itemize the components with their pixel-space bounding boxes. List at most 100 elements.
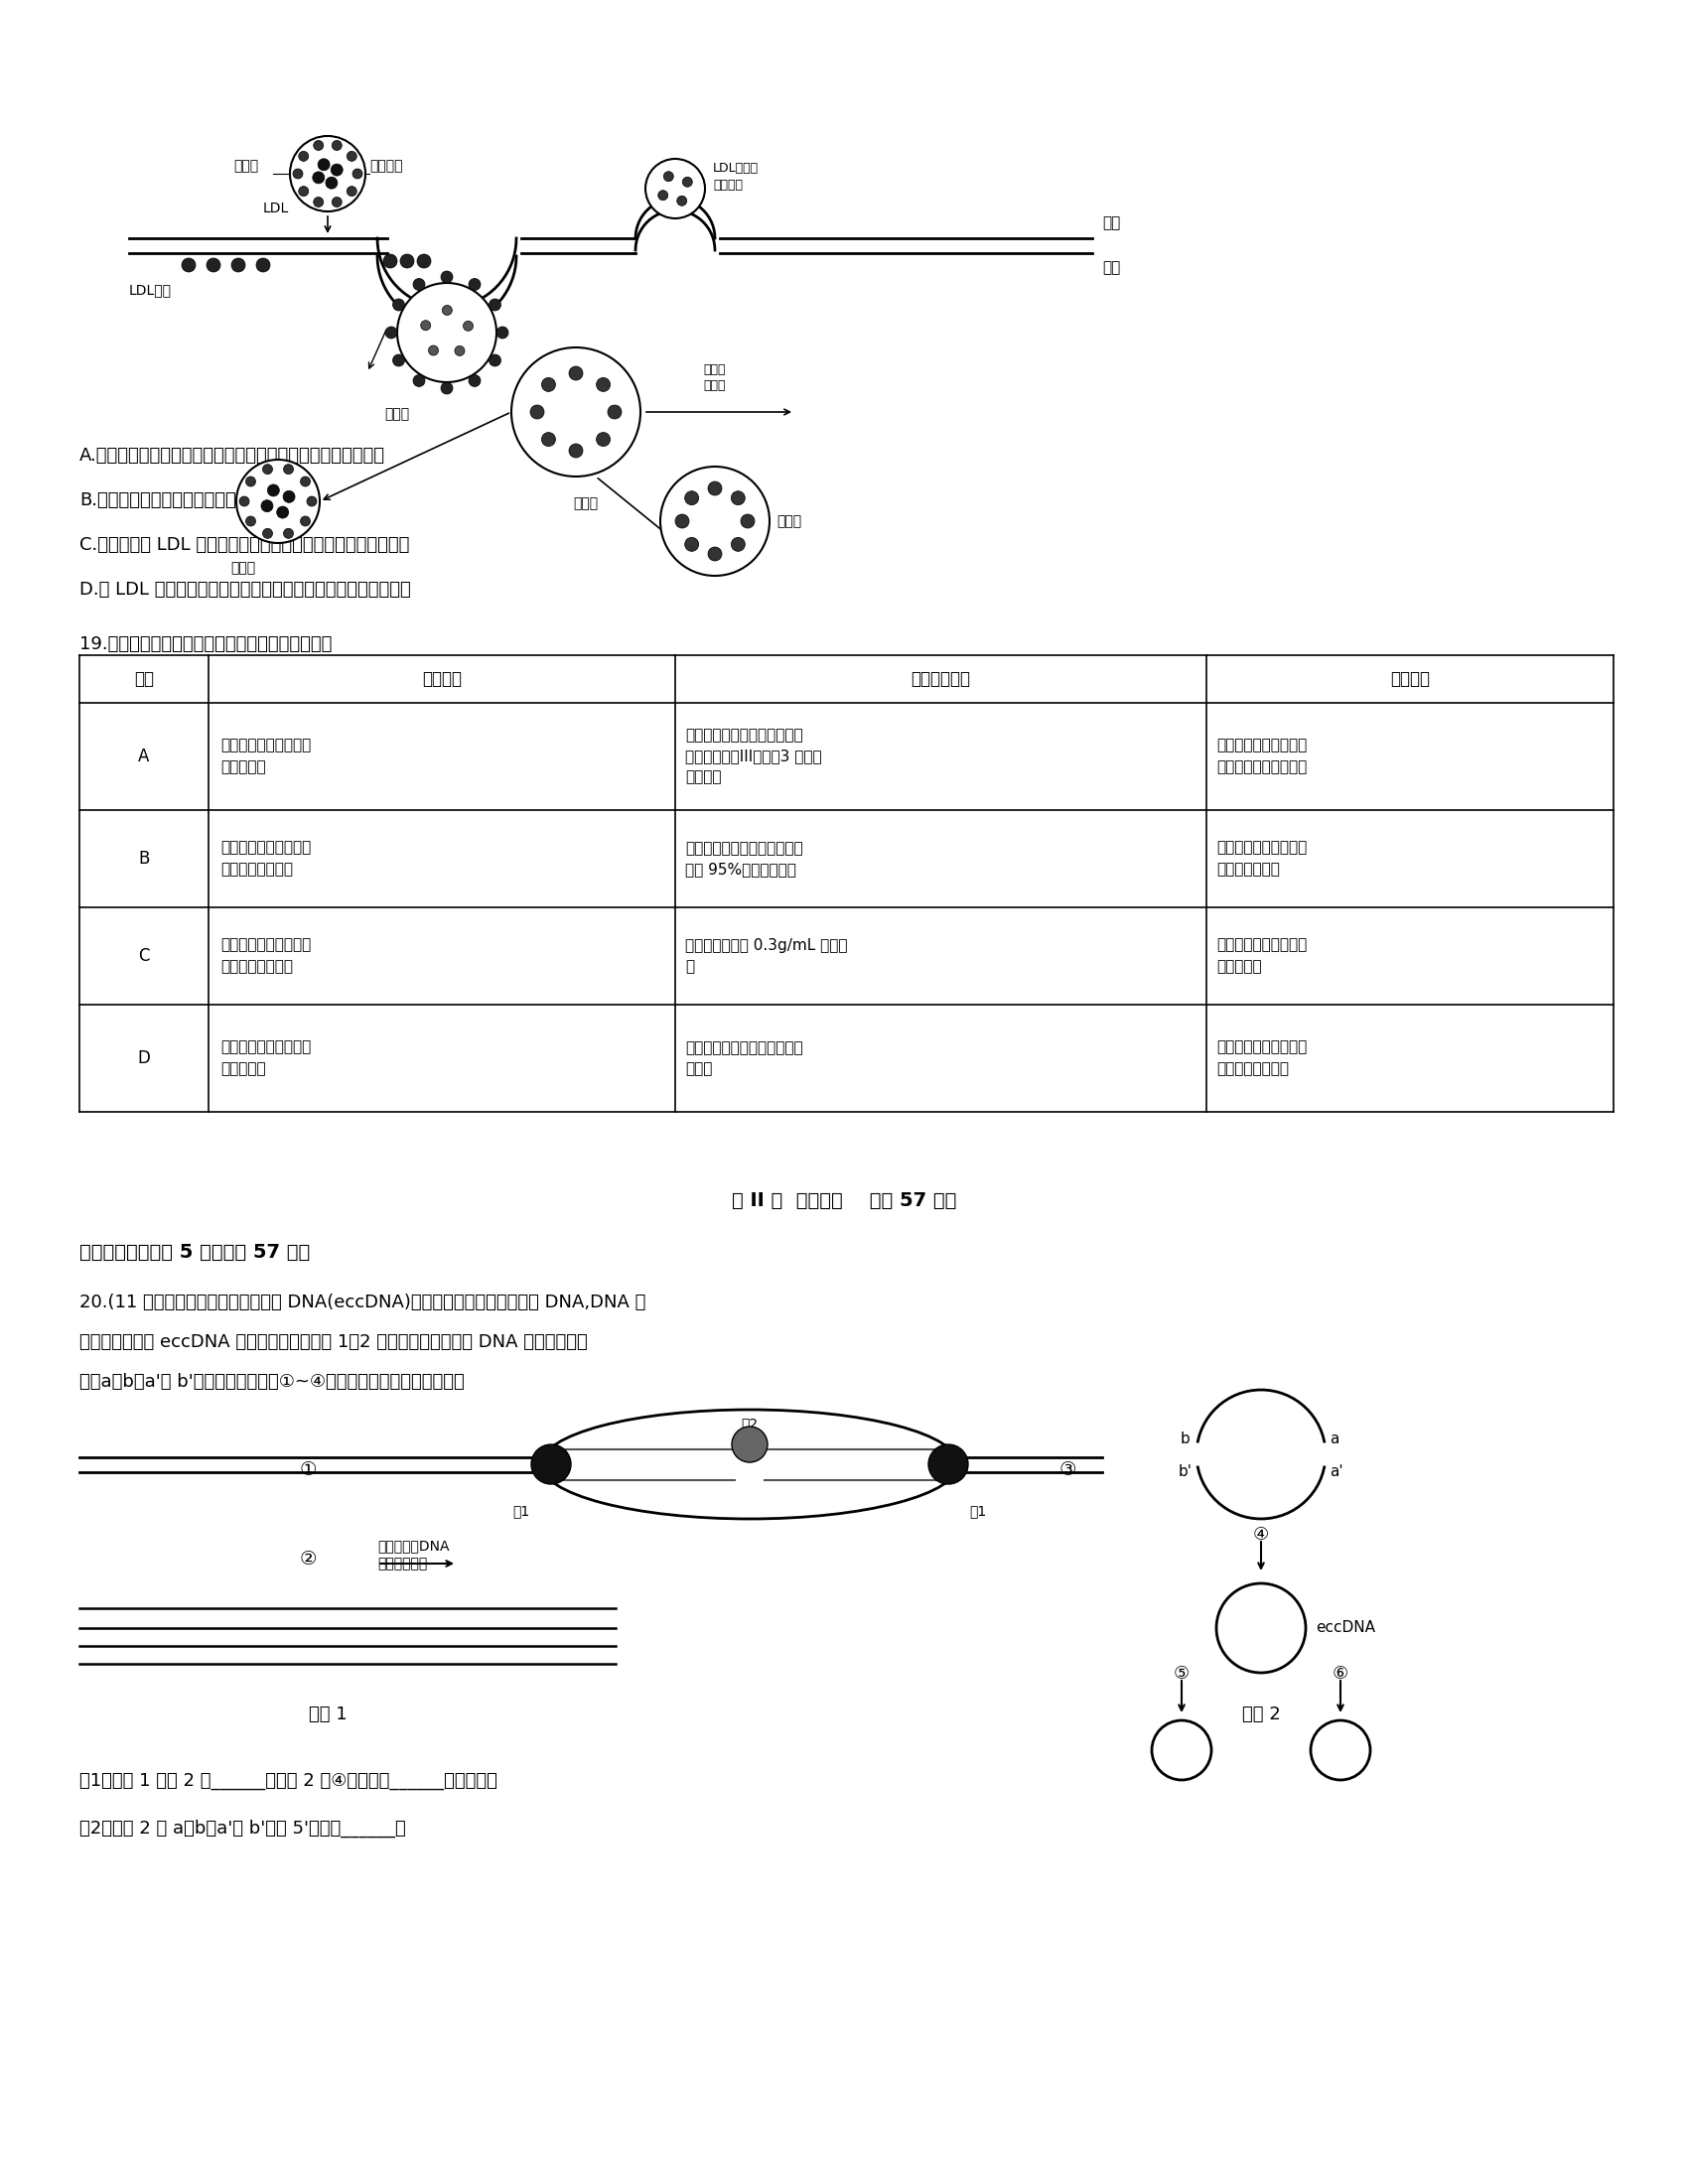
Text: 酶1: 酶1 <box>969 1505 986 1518</box>
Text: 腔内体: 腔内体 <box>574 496 598 511</box>
Circle shape <box>733 1426 768 1463</box>
Circle shape <box>290 135 365 212</box>
Circle shape <box>454 345 464 356</box>
Circle shape <box>542 432 555 446</box>
Circle shape <box>645 159 706 218</box>
Circle shape <box>441 271 452 284</box>
Circle shape <box>731 537 744 550</box>
Circle shape <box>420 321 430 330</box>
Text: （1）途径 1 中酶 2 为______，途径 2 中④过程需要______酶的作用。: （1）途径 1 中酶 2 为______，途径 2 中④过程需要______酶的… <box>79 1771 498 1791</box>
Text: 胞外: 胞外 <box>1102 216 1121 232</box>
Ellipse shape <box>542 1409 959 1518</box>
Circle shape <box>294 168 302 179</box>
Text: 转运至
溶酶体: 转运至 溶酶体 <box>704 363 726 393</box>
Circle shape <box>417 253 430 269</box>
Text: D.当 LDL 受体缺陷时，血浆中的胆固醇增多，造成高胆固醇血症: D.当 LDL 受体缺陷时，血浆中的胆固醇增多，造成高胆固醇血症 <box>79 581 410 598</box>
Text: B.胆固醇通过自由扩散的方式进入组织细胞: B.胆固醇通过自由扩散的方式进入组织细胞 <box>79 491 289 509</box>
Text: LDL受体还
回细胞膜: LDL受体还 回细胞膜 <box>712 162 758 192</box>
Circle shape <box>240 496 250 507</box>
Text: ①: ① <box>299 1459 316 1479</box>
Text: 箭头方向为DNA: 箭头方向为DNA <box>378 1540 449 1553</box>
Circle shape <box>182 258 196 273</box>
Circle shape <box>385 328 397 339</box>
Circle shape <box>284 529 294 539</box>
Circle shape <box>675 513 689 529</box>
Text: 途径 1: 途径 1 <box>309 1706 346 1723</box>
Text: a': a' <box>1328 1465 1342 1479</box>
Circle shape <box>284 465 294 474</box>
Circle shape <box>300 476 311 487</box>
Circle shape <box>236 459 319 544</box>
Circle shape <box>685 537 699 550</box>
Circle shape <box>596 432 611 446</box>
Circle shape <box>284 491 295 502</box>
Text: 酶2: 酶2 <box>741 1417 758 1431</box>
Text: 子叶细胞内和细胞间隙
都能观察到橘黄色颗粒: 子叶细胞内和细胞间隙 都能观察到橘黄色颗粒 <box>1217 738 1307 775</box>
Circle shape <box>569 367 582 380</box>
Text: C: C <box>138 948 150 965</box>
Circle shape <box>246 476 255 487</box>
Circle shape <box>685 491 699 505</box>
Circle shape <box>393 354 405 367</box>
Circle shape <box>569 443 582 459</box>
Text: 部分实验操作: 部分实验操作 <box>912 670 971 688</box>
Text: 用洋葱鳞片叶内表皮观
察质壁分离和复原: 用洋葱鳞片叶内表皮观 察质壁分离和复原 <box>221 937 311 974</box>
Text: a: a <box>1328 1431 1339 1446</box>
Circle shape <box>397 284 496 382</box>
Text: DNA复制起点: DNA复制起点 <box>697 1420 773 1437</box>
Circle shape <box>414 280 425 290</box>
Circle shape <box>441 382 452 393</box>
Text: LDL: LDL <box>263 201 289 216</box>
Text: D: D <box>138 1048 150 1068</box>
Text: 滴加含红墨水的 0.3g/mL 蔗糖溶
液: 滴加含红墨水的 0.3g/mL 蔗糖溶 液 <box>685 939 847 974</box>
Text: A.胆固醇除了参与血液中脂质的运输外还参与构成动植物细胞膜: A.胆固醇除了参与血液中脂质的运输外还参与构成动植物细胞膜 <box>79 448 385 465</box>
Text: 撕取下表皮稍薄些叶肉细胞作
为材料: 撕取下表皮稍薄些叶肉细胞作 为材料 <box>685 1040 803 1077</box>
Circle shape <box>346 151 356 162</box>
Text: 溶酶体: 溶酶体 <box>776 513 802 529</box>
Circle shape <box>707 480 722 496</box>
Text: 胞内: 胞内 <box>1102 260 1121 275</box>
Text: 可以观察到椭球形的叶
绿体围绕液泡运动: 可以观察到椭球形的叶 绿体围绕液泡运动 <box>1217 1040 1307 1077</box>
Text: eccDNA: eccDNA <box>1315 1621 1376 1636</box>
Circle shape <box>277 507 289 518</box>
Circle shape <box>429 345 439 356</box>
Circle shape <box>231 258 245 273</box>
Circle shape <box>267 485 279 496</box>
Circle shape <box>317 159 329 170</box>
Circle shape <box>263 529 272 539</box>
Circle shape <box>246 515 255 526</box>
Text: B: B <box>138 850 150 867</box>
Circle shape <box>346 186 356 197</box>
Text: 在研磨时加入无水碳酸钠处理
过的 95%酒精作提取液: 在研磨时加入无水碳酸钠处理 过的 95%酒精作提取液 <box>685 841 803 876</box>
Circle shape <box>682 177 692 188</box>
Text: 观察黑藻叶片中叶绿体
形态和分布: 观察黑藻叶片中叶绿体 形态和分布 <box>221 1040 311 1077</box>
Circle shape <box>469 376 481 387</box>
Circle shape <box>326 177 338 188</box>
Circle shape <box>663 173 674 181</box>
Text: 实验现象: 实验现象 <box>1391 670 1430 688</box>
Text: 途径 2: 途径 2 <box>1242 1706 1280 1723</box>
Circle shape <box>300 515 311 526</box>
Circle shape <box>490 354 501 367</box>
Circle shape <box>442 306 452 314</box>
Circle shape <box>314 197 324 207</box>
Circle shape <box>490 299 501 310</box>
Text: 选项: 选项 <box>133 670 154 688</box>
Circle shape <box>511 347 640 476</box>
Circle shape <box>731 491 744 505</box>
Text: 第 II 卷  非选择题    （共 57 分）: 第 II 卷 非选择题 （共 57 分） <box>731 1190 957 1210</box>
Text: 将花生子叶切片放在载玻片上
直接滴加苏丹III染液，3 分钟后
洗去浮色: 将花生子叶切片放在载玻片上 直接滴加苏丹III染液，3 分钟后 洗去浮色 <box>685 727 822 784</box>
Circle shape <box>496 328 508 339</box>
Circle shape <box>333 140 343 151</box>
Text: LDL受体: LDL受体 <box>128 284 172 297</box>
Circle shape <box>400 253 414 269</box>
Circle shape <box>383 253 397 269</box>
Text: 用鲜绿菠菜叶提取和分
离叶绿体中的色素: 用鲜绿菠菜叶提取和分 离叶绿体中的色素 <box>221 841 311 878</box>
Circle shape <box>262 500 273 511</box>
Text: b: b <box>1180 1431 1190 1446</box>
Text: 19.下表关于生物实验操作和现象的叙述，正确的有: 19.下表关于生物实验操作和现象的叙述，正确的有 <box>79 636 333 653</box>
Text: 20.(11 分）真核细胞内染色体外环状 DNA(eccDNA)是游离于染色体基因组外的 DNA,DNA 的: 20.(11 分）真核细胞内染色体外环状 DNA(eccDNA)是游离于染色体基… <box>79 1293 647 1310</box>
Text: 子链延伸方向: 子链延伸方向 <box>378 1557 427 1570</box>
Text: A: A <box>138 747 150 764</box>
Text: ⑤: ⑤ <box>1173 1664 1190 1682</box>
